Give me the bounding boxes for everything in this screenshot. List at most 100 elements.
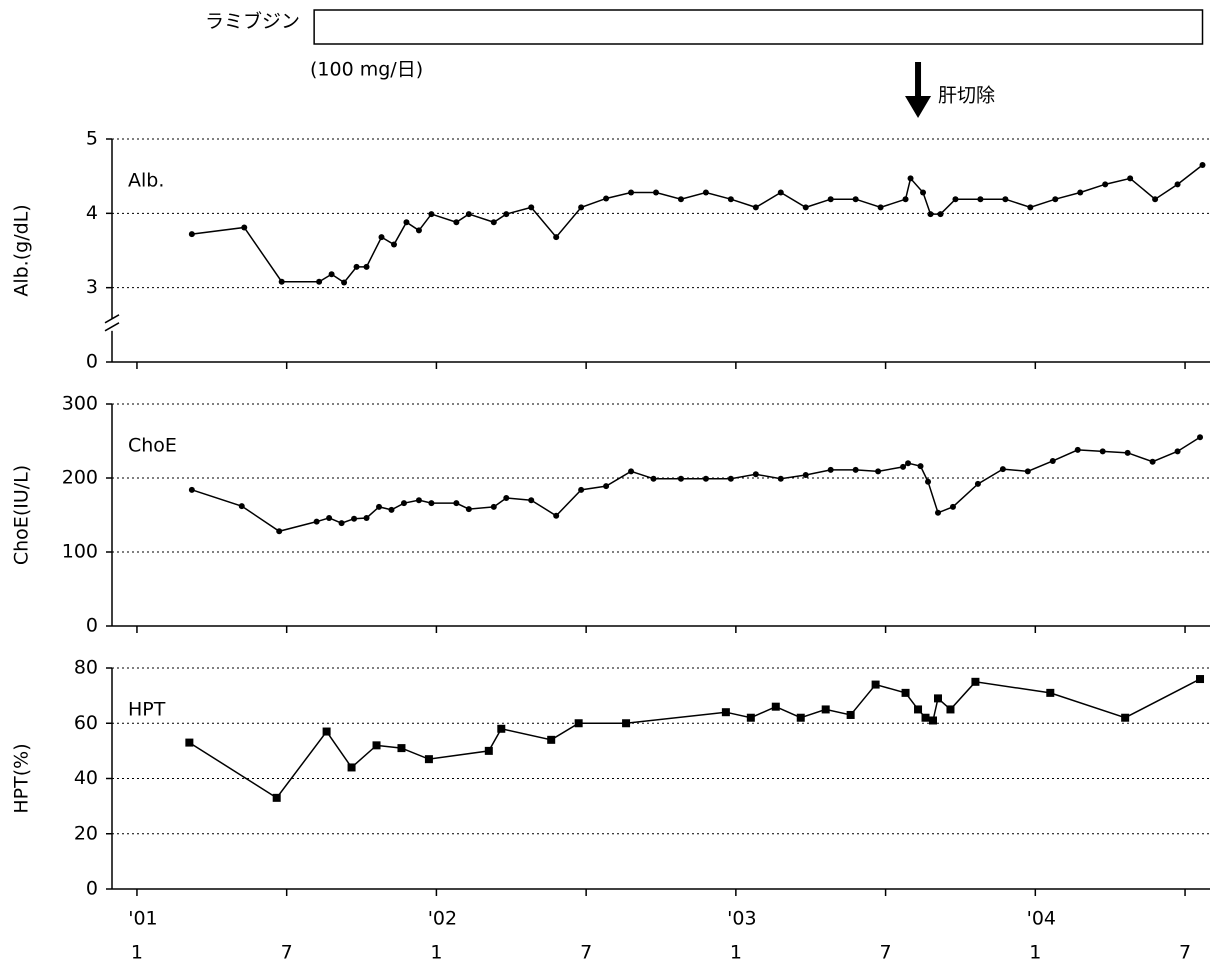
data-point	[1124, 449, 1131, 456]
data-point	[185, 738, 194, 747]
data-point	[727, 196, 734, 203]
data-point	[376, 503, 383, 510]
y-tick-label: 4	[86, 202, 98, 224]
data-point	[497, 724, 506, 733]
data-point	[875, 468, 882, 475]
dose-label: (100 mg/日)	[310, 59, 423, 81]
data-point	[777, 475, 784, 482]
data-point	[1121, 713, 1130, 722]
surgery-label: 肝切除	[938, 85, 995, 107]
data-point	[388, 506, 395, 513]
data-point	[746, 713, 755, 722]
axis-break	[104, 322, 120, 332]
data-point	[927, 211, 934, 218]
data-point	[771, 702, 780, 711]
data-point	[827, 466, 834, 473]
y-tick-label: 5	[86, 128, 98, 150]
x-year-label: '04	[1027, 908, 1056, 930]
data-point	[952, 196, 959, 203]
x-tick-label: 7	[580, 942, 592, 964]
data-point	[900, 463, 907, 470]
data-point	[802, 472, 809, 479]
data-point	[347, 763, 356, 772]
data-point	[188, 486, 195, 493]
data-point	[428, 211, 435, 218]
data-point	[1074, 446, 1081, 453]
data-point	[351, 515, 358, 522]
x-year-label: '03	[727, 908, 756, 930]
data-point	[428, 500, 435, 507]
data-point	[1099, 448, 1106, 455]
x-tick-label: 1	[1029, 942, 1041, 964]
data-point	[852, 466, 859, 473]
x-tick-label: 1	[131, 942, 143, 964]
x-tick-label: 1	[730, 942, 742, 964]
data-point	[920, 189, 927, 196]
data-point	[484, 746, 493, 755]
data-point	[1127, 175, 1134, 182]
drug-duration	[313, 9, 1204, 45]
data-point	[901, 688, 910, 697]
y-tick-label: 3	[86, 276, 98, 298]
data-point	[338, 520, 345, 527]
data-point	[1052, 196, 1059, 203]
data-point	[503, 494, 510, 501]
y-tick-label: 100	[62, 541, 98, 563]
panel-label: ChoE	[128, 435, 177, 457]
data-point	[999, 466, 1006, 473]
data-point	[653, 189, 660, 196]
data-point	[937, 211, 944, 218]
panel-label: HPT	[128, 699, 166, 721]
data-point	[553, 234, 560, 241]
data-line	[188, 678, 1201, 799]
x-tick-label: 7	[281, 942, 293, 964]
data-point	[341, 279, 348, 286]
x-year-label: '02	[428, 908, 457, 930]
data-point	[397, 744, 406, 753]
data-point	[974, 480, 981, 487]
data-point	[877, 204, 884, 211]
y-axis-label: HPT(%)	[11, 743, 33, 813]
data-point	[603, 195, 610, 202]
data-point	[1199, 162, 1206, 169]
data-point	[946, 705, 955, 714]
data-point	[925, 478, 932, 485]
data-point	[802, 204, 809, 211]
data-point	[553, 512, 560, 519]
y-axis-label: Alb.(g/dL)	[11, 204, 33, 296]
data-point	[971, 677, 980, 686]
data-point	[313, 518, 320, 525]
data-point	[949, 503, 956, 510]
data-point	[902, 196, 909, 203]
data-point	[1049, 457, 1056, 464]
data-point	[528, 497, 535, 504]
data-point	[917, 463, 924, 470]
data-point	[1174, 448, 1181, 455]
data-point	[390, 241, 397, 248]
data-point	[1024, 468, 1031, 475]
data-point	[503, 211, 510, 218]
data-point	[378, 234, 385, 241]
data-point	[316, 278, 323, 285]
data-point	[353, 263, 360, 270]
data-point	[1152, 196, 1159, 203]
data-point	[453, 219, 460, 226]
data-point	[721, 708, 730, 717]
data-point	[871, 680, 880, 689]
data-point	[628, 189, 635, 196]
data-point	[852, 196, 859, 203]
data-point	[415, 227, 422, 234]
data-point	[272, 793, 281, 802]
data-point	[400, 500, 407, 507]
y-tick-label: 80	[74, 657, 98, 679]
data-point	[650, 475, 657, 482]
data-point	[415, 497, 422, 504]
data-point	[1102, 181, 1109, 188]
data-point	[490, 219, 497, 226]
data-point	[622, 719, 631, 728]
data-point	[490, 503, 497, 510]
data-point	[777, 189, 784, 196]
data-point	[363, 514, 370, 521]
data-point	[1002, 196, 1009, 203]
data-point	[702, 189, 709, 196]
